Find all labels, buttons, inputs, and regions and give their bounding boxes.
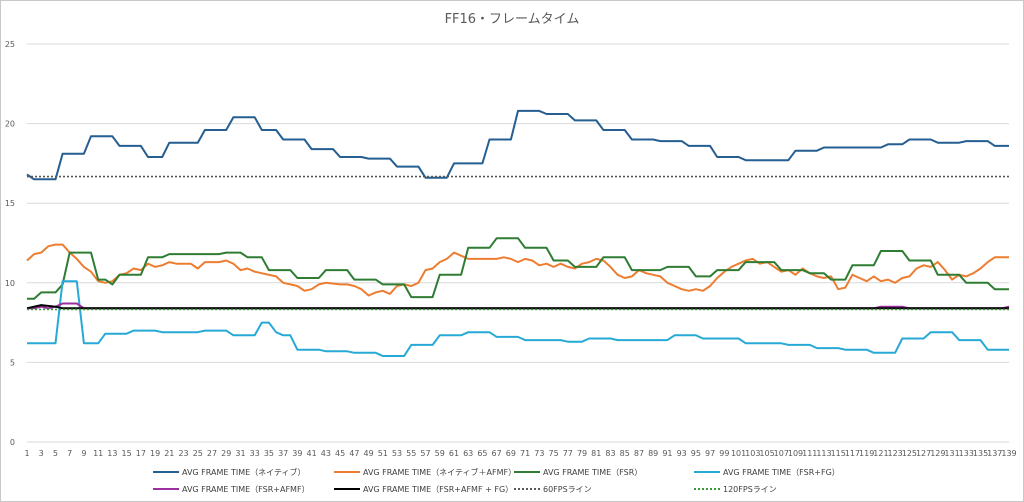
legend: AVG FRAME TIME（ネイティブ） AVG FRAME TIME（ネイティ… [153, 467, 840, 494]
x-tick-label: 27 [207, 449, 217, 458]
x-tick-label: 93 [677, 449, 687, 458]
series-line-native_afmf [26, 243, 1009, 297]
y-axis-tick-labels: 0 5 10 15 20 25 [5, 40, 15, 447]
x-tick-label: 99 [719, 449, 729, 458]
x-tick-label: 37 [278, 449, 288, 458]
y-tick-label: 20 [5, 120, 15, 129]
series-line-fsr_afmf_fg [26, 304, 1009, 310]
x-tick-label: 133 [959, 449, 974, 458]
legend-label-native: AVG FRAME TIME（ネイティブ） [182, 467, 306, 477]
x-tick-label: 117 [845, 449, 860, 458]
x-tick-label: 101 [731, 449, 746, 458]
x-tick-label: 23 [178, 449, 188, 458]
x-tick-label: 3 [39, 449, 44, 458]
legend-label-fps60: 60FPSライン [543, 485, 592, 494]
chart-title: FF16・フレームタイム [445, 12, 580, 27]
x-tick-label: 125 [902, 449, 917, 458]
x-tick-label: 81 [591, 449, 601, 458]
x-tick-label: 39 [292, 449, 302, 458]
x-tick-label: 63 [463, 449, 473, 458]
gridlines [27, 43, 1009, 443]
x-tick-label: 131 [944, 449, 959, 458]
x-tick-label: 115 [831, 449, 846, 458]
x-tick-label: 31 [235, 449, 245, 458]
x-tick-label: 85 [620, 449, 630, 458]
y-tick-label: 15 [5, 199, 15, 208]
x-tick-label: 77 [563, 449, 573, 458]
series-line-native [26, 109, 1009, 181]
series-lines [26, 109, 1010, 357]
x-tick-label: 59 [435, 449, 445, 458]
series-line-fsr_fg [27, 280, 1009, 357]
x-tick-label: 71 [520, 449, 530, 458]
legend-label-fsr: AVG FRAME TIME（FSR） [543, 468, 642, 477]
x-tick-label: 127 [916, 449, 931, 458]
x-tick-label: 47 [349, 449, 359, 458]
x-tick-label: 139 [1001, 449, 1016, 458]
x-tick-label: 83 [605, 449, 615, 458]
x-tick-label: 97 [705, 449, 715, 458]
x-tick-label: 113 [816, 449, 831, 458]
x-tick-label: 11 [93, 449, 103, 458]
x-tick-label: 103 [745, 449, 760, 458]
x-tick-label: 7 [67, 449, 72, 458]
x-tick-label: 33 [250, 449, 260, 458]
x-tick-label: 87 [634, 449, 644, 458]
x-tick-label: 55 [406, 449, 416, 458]
x-tick-label: 111 [802, 449, 817, 458]
x-tick-label: 67 [492, 449, 502, 458]
x-tick-label: 45 [335, 449, 345, 458]
x-tick-label: 95 [691, 449, 701, 458]
y-tick-label: 5 [10, 358, 15, 367]
legend-label-fsr_afmf: AVG FRAME TIME（FSR+AFMF） [182, 485, 310, 494]
x-tick-label: 53 [392, 449, 402, 458]
series-line-fsr [27, 237, 1009, 300]
x-tick-label: 75 [548, 449, 558, 458]
x-tick-label: 5 [53, 449, 58, 458]
y-tick-label: 0 [10, 438, 15, 447]
x-tick-label: 13 [107, 449, 117, 458]
y-tick-label: 10 [5, 279, 15, 288]
x-tick-label: 51 [378, 449, 388, 458]
x-tick-label: 17 [136, 449, 146, 458]
x-tick-label: 73 [534, 449, 544, 458]
x-tick-label: 109 [788, 449, 803, 458]
x-tick-label: 49 [363, 449, 373, 458]
x-tick-label: 135 [973, 449, 988, 458]
x-tick-label: 89 [648, 449, 658, 458]
legend-label-fsr_fg: AVG FRAME TIME（FSR+FG） [723, 468, 840, 477]
x-tick-label: 29 [221, 449, 231, 458]
x-tick-label: 119 [859, 449, 874, 458]
x-tick-label: 19 [150, 449, 160, 458]
x-tick-label: 21 [164, 449, 174, 458]
legend-label-fps120: 120FPSライン [723, 485, 777, 494]
x-tick-label: 79 [577, 449, 587, 458]
x-tick-label: 69 [506, 449, 516, 458]
x-tick-label: 43 [321, 449, 331, 458]
x-tick-label: 35 [264, 449, 274, 458]
x-tick-label: 61 [449, 449, 459, 458]
x-tick-label: 137 [987, 449, 1002, 458]
x-tick-label: 57 [420, 449, 430, 458]
x-tick-label: 121 [873, 449, 888, 458]
legend-label-fsr_afmf_fg: AVG FRAME TIME（FSR+AFMF + FG） [363, 485, 513, 494]
x-axis-tick-labels: 1 3 5 7 9 11 13 15 17 19 21 23 25 27 29 31 33 35 37 39 41 43 4… [24, 449, 1016, 458]
x-tick-label: 65 [477, 449, 487, 458]
x-tick-label: 9 [81, 449, 86, 458]
x-tick-label: 41 [307, 449, 317, 458]
y-tick-label: 25 [5, 40, 15, 49]
x-tick-label: 1 [24, 449, 29, 458]
x-tick-label: 25 [193, 449, 203, 458]
x-tick-label: 105 [759, 449, 774, 458]
legend-label-native_afmf: AVG FRAME TIME（ネイティブ＋AFMF） [363, 467, 516, 477]
x-tick-label: 129 [930, 449, 945, 458]
x-tick-label: 91 [662, 449, 672, 458]
x-tick-label: 107 [774, 449, 789, 458]
x-tick-label: 15 [122, 449, 132, 458]
x-tick-label: 123 [888, 449, 903, 458]
